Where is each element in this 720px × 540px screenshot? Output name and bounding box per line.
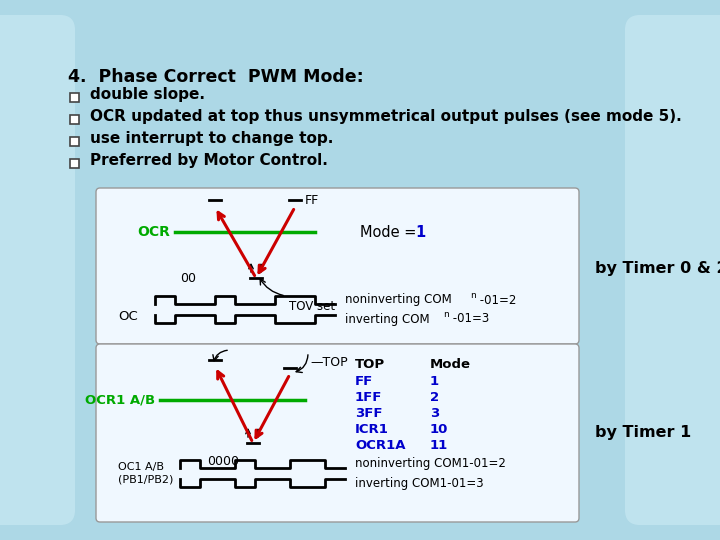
Text: 00: 00: [180, 273, 196, 286]
Text: TOV set: TOV set: [289, 300, 335, 313]
Text: Preferred by Motor Control.: Preferred by Motor Control.: [90, 152, 328, 167]
Text: OC: OC: [118, 310, 138, 323]
Text: Mode =: Mode =: [360, 225, 421, 240]
FancyBboxPatch shape: [0, 15, 75, 525]
Text: use interrupt to change top.: use interrupt to change top.: [90, 131, 333, 145]
Text: noninverting COM1-01=2: noninverting COM1-01=2: [355, 457, 506, 470]
Bar: [70, 93, 79, 102]
Text: n: n: [470, 291, 476, 300]
Text: ICR1: ICR1: [355, 423, 389, 436]
Text: OCR: OCR: [137, 225, 170, 239]
Text: inverting COM: inverting COM: [345, 313, 430, 326]
Text: TOP: TOP: [355, 358, 385, 371]
Text: double slope.: double slope.: [90, 86, 205, 102]
Bar: [70, 137, 79, 146]
Bar: [70, 115, 79, 124]
Bar: [70, 159, 79, 168]
Text: by Timer 1: by Timer 1: [595, 424, 691, 440]
FancyBboxPatch shape: [625, 15, 720, 525]
Text: 3FF: 3FF: [355, 407, 382, 420]
Text: noninverting COM: noninverting COM: [345, 294, 451, 307]
Text: inverting COM1-01=3: inverting COM1-01=3: [355, 476, 484, 489]
Text: 1: 1: [430, 375, 439, 388]
Text: 0000: 0000: [207, 455, 239, 468]
Text: 1FF: 1FF: [355, 391, 382, 404]
Text: FF: FF: [355, 375, 373, 388]
Text: 1: 1: [415, 225, 426, 240]
Text: 10: 10: [430, 423, 449, 436]
Text: OCR1 A/B: OCR1 A/B: [85, 394, 155, 407]
Text: OCR updated at top thus unsymmetrical output pulses (see mode 5).: OCR updated at top thus unsymmetrical ou…: [90, 109, 682, 124]
Text: OC1 A/B
(PB1/PB2): OC1 A/B (PB1/PB2): [118, 462, 174, 484]
FancyBboxPatch shape: [96, 188, 579, 344]
Text: 11: 11: [430, 439, 449, 452]
Text: -01=2: -01=2: [476, 294, 516, 307]
Text: OCR1A: OCR1A: [355, 439, 405, 452]
Text: by Timer 0 & 2: by Timer 0 & 2: [595, 260, 720, 275]
FancyBboxPatch shape: [96, 344, 579, 522]
Text: Mode: Mode: [430, 358, 471, 371]
Text: 2: 2: [430, 391, 439, 404]
Text: -01=3: -01=3: [449, 313, 490, 326]
Text: FF: FF: [305, 194, 319, 207]
Text: 3: 3: [430, 407, 439, 420]
Text: n: n: [443, 310, 449, 319]
Text: 4.  Phase Correct  PWM Mode:: 4. Phase Correct PWM Mode:: [68, 68, 364, 86]
Text: —TOP: —TOP: [310, 355, 348, 368]
